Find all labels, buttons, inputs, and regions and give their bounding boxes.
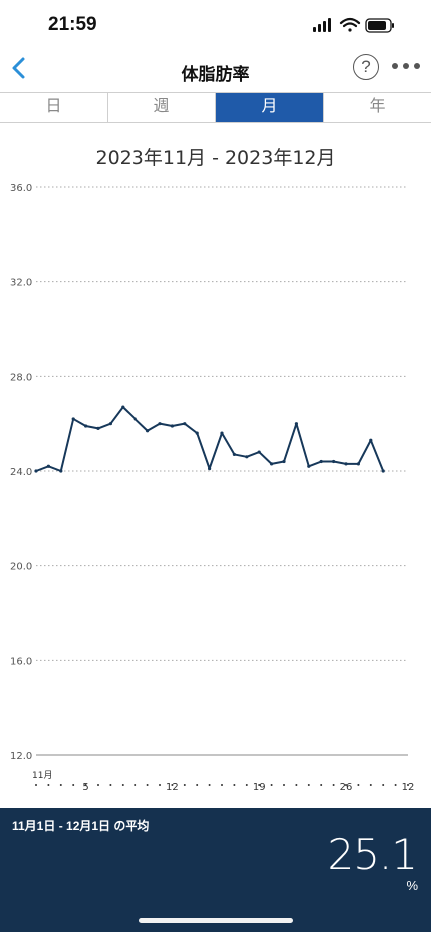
x-day-dot [245, 784, 248, 786]
back-button[interactable] [8, 52, 40, 84]
x-day-dot [59, 784, 62, 786]
data-point [133, 417, 137, 421]
data-point [158, 422, 162, 426]
data-point [59, 469, 63, 473]
y-tick-label: 16.0 [10, 656, 32, 667]
x-day-dot [47, 784, 50, 786]
x-day-dot [121, 784, 124, 786]
battery-icon [365, 18, 394, 33]
data-point [108, 422, 112, 426]
x-day-dot [84, 784, 87, 786]
x-day-dot [283, 784, 285, 786]
data-point [369, 438, 373, 442]
x-day-dot [394, 784, 397, 786]
help-button[interactable]: ? [353, 54, 379, 80]
x-day-dot [171, 784, 174, 786]
x-day-dot [159, 784, 161, 786]
data-point [232, 452, 236, 457]
x-day-dot [35, 784, 37, 786]
status-time: 21:59 [48, 14, 97, 35]
y-tick-label: 28.0 [10, 372, 32, 383]
data-point [71, 417, 75, 421]
data-point [294, 422, 298, 426]
x-day-dot [369, 784, 372, 786]
data-point [96, 426, 100, 430]
data-point [146, 429, 150, 433]
x-day-dot [72, 784, 75, 786]
x-day-dot [196, 784, 199, 786]
nav-bar: 体脂肪率 ? [0, 50, 431, 90]
data-point [245, 455, 249, 459]
y-tick-label: 32.0 [10, 278, 32, 289]
x-tick-label: 26 [340, 782, 353, 793]
data-point [319, 459, 323, 464]
x-day-dot [183, 784, 186, 786]
tab-week[interactable]: 週 [107, 93, 215, 122]
data-point [220, 431, 224, 435]
x-tick-label: 12 [402, 782, 415, 793]
data-point [121, 405, 125, 409]
y-tick-label: 20.0 [10, 562, 32, 573]
tab-month[interactable]: 月 [215, 93, 323, 122]
x-tick-label: 19 [253, 782, 266, 793]
x-day-dot [134, 784, 137, 786]
x-day-dot [270, 784, 273, 786]
x-day-dot [407, 784, 409, 786]
y-tick-label: 36.0 [10, 183, 32, 194]
x-day-dot [357, 784, 360, 786]
question-icon: ? [361, 57, 371, 76]
x-day-dot [320, 784, 323, 786]
signal-icon [313, 18, 331, 32]
average-summary: 11月1日 - 12月1日 の平均 25.1 % [0, 808, 431, 932]
y-tick-label: 24.0 [10, 467, 32, 478]
data-point [34, 469, 38, 473]
data-point [356, 462, 360, 466]
period-tabs: 日 週 月 年 [0, 92, 431, 123]
x-day-dot [345, 784, 347, 786]
data-point [84, 424, 88, 428]
x-day-dot [258, 784, 261, 786]
x-day-dot [221, 784, 223, 786]
series-line [35, 406, 385, 472]
data-point [332, 459, 336, 464]
x-day-dot [97, 784, 99, 786]
summary-label: 11月1日 - 12月1日 の平均 [12, 819, 150, 833]
data-point [195, 431, 199, 435]
data-point [381, 469, 385, 473]
more-icon [392, 63, 420, 69]
data-point [282, 459, 286, 464]
x-day-dot [233, 784, 236, 786]
summary-value: 25.1 [327, 830, 418, 879]
x-day-dot [332, 784, 335, 786]
data-point [208, 467, 212, 471]
x-day-dot [307, 784, 310, 786]
data-point [270, 462, 274, 466]
tab-day[interactable]: 日 [45, 98, 62, 115]
data-point [344, 462, 348, 466]
data-point [307, 464, 311, 468]
tab-year[interactable]: 年 [323, 93, 431, 122]
x-day-dot [208, 784, 211, 786]
x-tick-label: 12 [166, 782, 179, 793]
more-options-button[interactable] [390, 58, 422, 74]
status-bar: 21:59 [0, 0, 431, 50]
x-day-dot [295, 784, 298, 786]
page-title: 体脂肪率 [181, 65, 250, 84]
x-tick-label: 11月 [32, 770, 52, 781]
status-icons [313, 17, 394, 33]
date-range-title: 2023年11月 - 2023年12月 [95, 147, 336, 169]
data-point [170, 424, 174, 428]
x-tick-label: 5 [82, 782, 88, 793]
x-day-dot [109, 784, 112, 786]
wifi-icon [339, 17, 361, 32]
data-point [257, 450, 261, 454]
home-indicator [139, 918, 293, 923]
data-point [183, 422, 187, 426]
summary-unit: % [406, 878, 418, 893]
data-point [46, 464, 51, 468]
x-day-dot [146, 784, 149, 786]
y-tick-label: 12.0 [10, 751, 32, 762]
x-day-dot [382, 784, 385, 786]
